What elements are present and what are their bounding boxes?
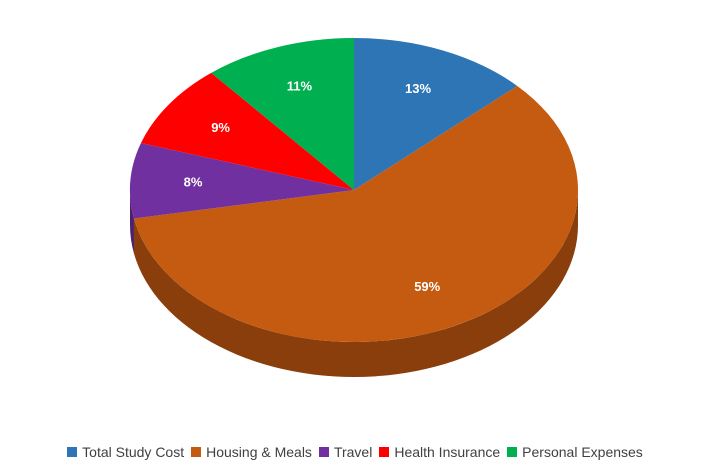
legend-label: Health Insurance bbox=[394, 444, 501, 460]
legend-label: Total Study Cost bbox=[82, 444, 185, 460]
data-label-housing-meals: 59% bbox=[414, 279, 440, 294]
pie-slices bbox=[129, 38, 578, 342]
legend-swatch bbox=[507, 447, 518, 457]
side-travel bbox=[130, 190, 134, 254]
slice-total-study-cost bbox=[354, 38, 518, 190]
legend-swatch bbox=[191, 447, 202, 457]
slice-health-insurance bbox=[140, 72, 354, 190]
legend-swatch bbox=[318, 447, 329, 457]
slice-travel bbox=[129, 143, 354, 219]
data-label-health-insurance: 9% bbox=[211, 120, 230, 135]
legend-item-total-study-cost: Total Study Cost bbox=[67, 444, 184, 460]
legend-label: Housing & Meals bbox=[206, 444, 312, 460]
data-label-travel: 8% bbox=[184, 175, 203, 190]
data-label-personal-expenses: 11% bbox=[287, 78, 313, 93]
legend-swatch bbox=[379, 447, 390, 457]
slice-personal-expenses bbox=[211, 38, 354, 190]
legend-swatch bbox=[67, 447, 78, 457]
data-labels: 13% 59% 8% 9% 11% bbox=[184, 78, 441, 293]
legend-item-travel: Travel bbox=[318, 444, 373, 460]
slice-housing-meals bbox=[133, 85, 578, 342]
legend-item-personal-expenses: Personal Expenses bbox=[507, 444, 643, 460]
legend-item-housing-meals: Housing & Meals bbox=[191, 444, 312, 460]
pie-chart: 13% 59% 8% 9% 11% bbox=[129, 38, 579, 378]
pie-side-walls bbox=[130, 190, 579, 378]
legend-label: Travel bbox=[333, 444, 373, 460]
legend: Total Study Cost Housing & Meals Travel … bbox=[0, 444, 710, 460]
legend-item-health-insurance: Health Insurance bbox=[379, 444, 500, 460]
side-housing-meals bbox=[133, 190, 579, 378]
data-label-total-study-cost: 13% bbox=[405, 81, 431, 96]
legend-label: Personal Expenses bbox=[522, 444, 643, 460]
